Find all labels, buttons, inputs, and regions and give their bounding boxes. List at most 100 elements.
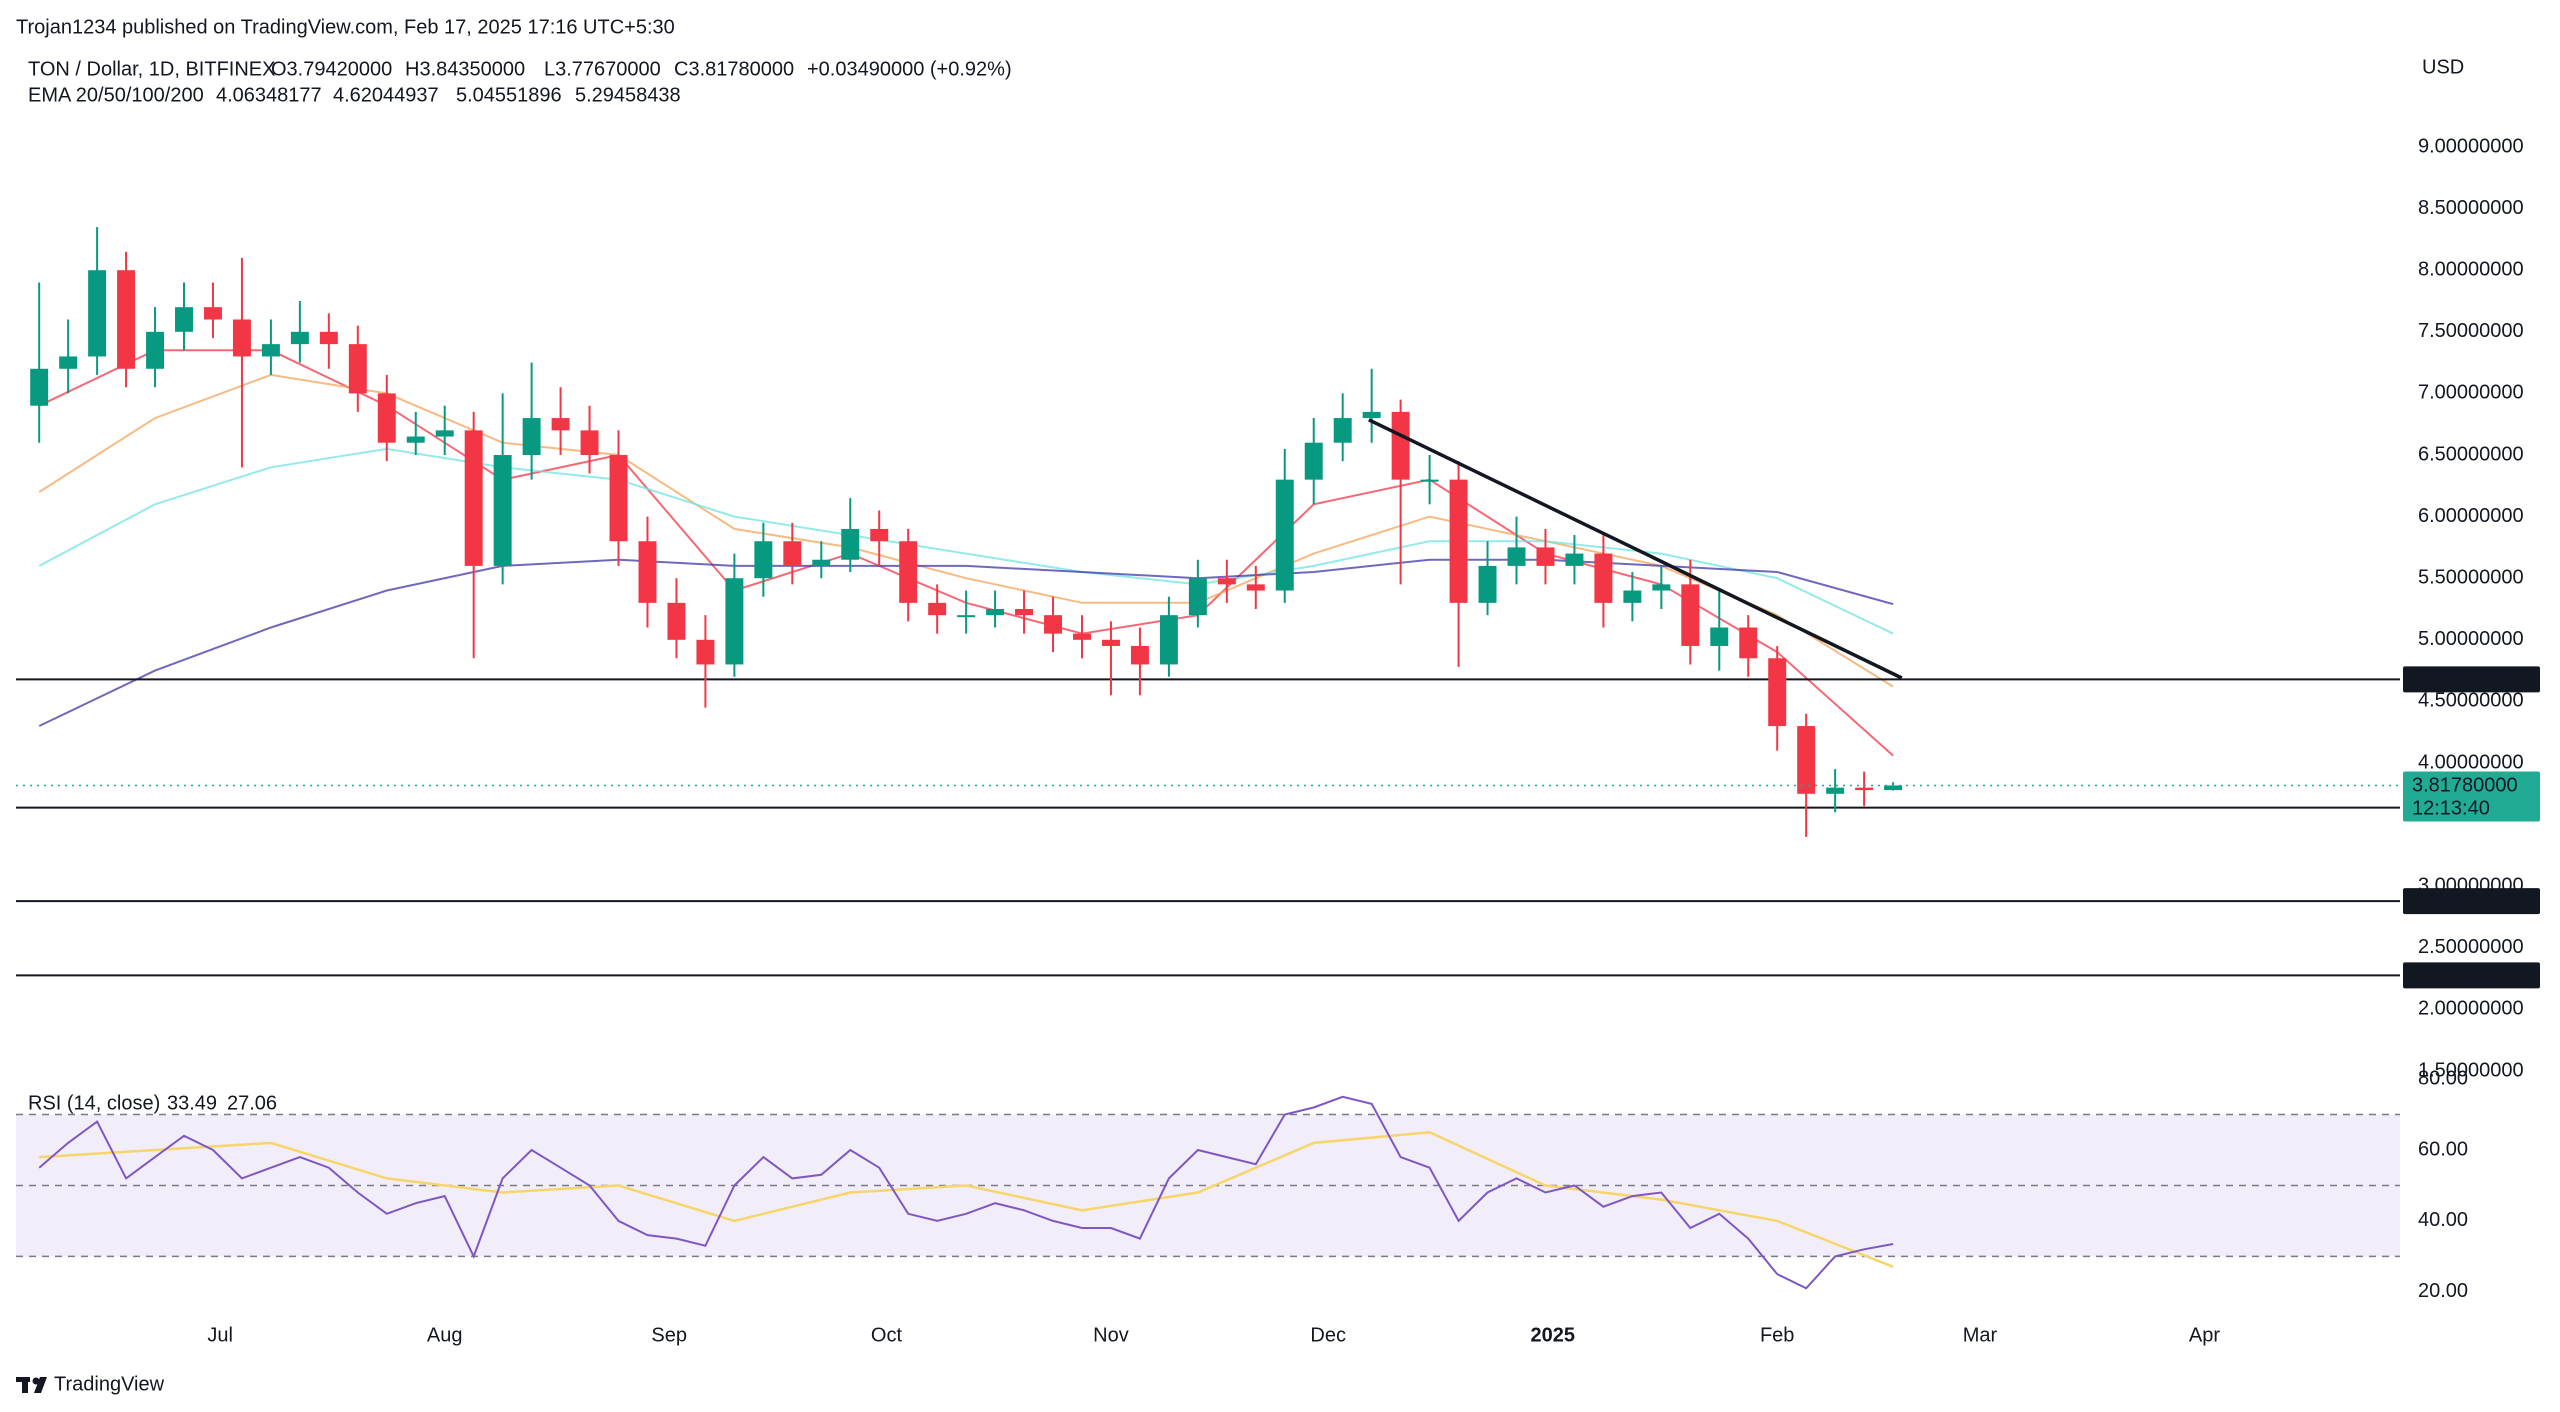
logo-part	[34, 1377, 47, 1393]
publisher: Trojan1234 published on TradingView.com,…	[16, 16, 675, 38]
level-label: 2.87837232	[2412, 890, 2518, 912]
candle-body	[1420, 479, 1439, 482]
rsi-tick-label: 80.00	[2418, 1067, 2468, 1089]
y-tick-label: 1.50000000	[2418, 1059, 2524, 1081]
trend-line	[1368, 418, 1903, 680]
candle-body	[1884, 785, 1903, 791]
rsi-tick-label: 60.00	[2418, 1138, 2468, 1160]
y-tick-label: 7.50000000	[2418, 320, 2524, 342]
y-tick-label: 2.50000000	[2418, 936, 2524, 958]
current-price-label: 3.81780000	[2412, 775, 2518, 797]
candle-body	[319, 331, 338, 345]
candle-body	[1826, 787, 1845, 794]
x-tick-label: Jul	[207, 1324, 233, 1346]
countdown: 12:13:40	[2412, 798, 2490, 820]
ema-value: 5.29458438	[575, 84, 681, 106]
brand-logo	[16, 1377, 47, 1393]
current-price-box	[2403, 771, 2540, 822]
candle-body	[146, 331, 165, 369]
candle-body	[725, 578, 744, 665]
rsi-tick-label: 40.00	[2418, 1209, 2468, 1231]
candle-body	[117, 270, 136, 369]
ema-value: 4.06348177	[216, 84, 322, 106]
candle-body	[1333, 418, 1352, 443]
x-tick-label: Nov	[1093, 1324, 1129, 1346]
candle-body	[1768, 658, 1787, 727]
candle-body	[1015, 609, 1034, 616]
candle-body	[1797, 726, 1816, 794]
candle-body	[175, 307, 193, 332]
ema-value: 4.62044937	[333, 84, 439, 106]
currency: USD	[2422, 56, 2464, 78]
candle-body	[1217, 578, 1236, 585]
rsi-line	[38, 1095, 1894, 1290]
candle-body	[1275, 479, 1294, 591]
y-tick-label: 4.00000000	[2418, 751, 2524, 773]
candle-body	[1130, 645, 1149, 665]
candle-body	[1449, 479, 1468, 603]
candle-body	[522, 418, 541, 456]
logo-part	[22, 1377, 28, 1393]
candle-body	[1159, 615, 1178, 665]
x-tick-label: Oct	[871, 1324, 903, 1346]
rsi-title: RSI (14, close)	[28, 1092, 160, 1114]
x-tick-label: Feb	[1760, 1324, 1794, 1346]
candle-body	[1304, 442, 1323, 480]
candle-body	[870, 528, 889, 542]
candle-body	[667, 602, 686, 640]
candle-body	[783, 541, 802, 566]
candle-body	[1652, 584, 1671, 591]
level-label-box	[2403, 962, 2540, 989]
candle-body	[928, 602, 947, 616]
y-tick-label: 7.00000000	[2418, 382, 2524, 404]
candle-body	[1710, 627, 1729, 646]
candle-body	[261, 344, 280, 357]
rsi-value: 33.49	[167, 1092, 217, 1114]
x-tick-label: Dec	[1310, 1324, 1346, 1346]
x-tick-label: Sep	[651, 1324, 687, 1346]
candle-body	[812, 559, 831, 566]
candle-body	[1073, 633, 1091, 640]
y-tick-label: 5.00000000	[2418, 628, 2524, 650]
candle-body	[493, 455, 512, 566]
rsi-band	[16, 1114, 2400, 1257]
level-label-box	[2403, 666, 2540, 693]
ohlc-low: L3.77670000	[544, 58, 661, 80]
candle-body	[638, 541, 657, 603]
logo-part	[32, 1377, 40, 1385]
candle-body	[1855, 787, 1874, 791]
candle-body	[406, 436, 425, 443]
y-tick-label: 6.50000000	[2418, 443, 2524, 465]
level-label: 2.27660950	[2412, 965, 2518, 987]
ema-label: EMA 20/50/100/200	[28, 84, 204, 106]
rsi-tick-label: 20.00	[2418, 1280, 2468, 1302]
x-tick-label: Mar	[1963, 1324, 1998, 1346]
candle-body	[551, 418, 570, 431]
rsi-ma-value: 27.06	[227, 1092, 277, 1114]
x-tick-label: 2025	[1530, 1324, 1575, 1346]
candle-body	[841, 528, 860, 560]
candle-body	[1739, 627, 1758, 659]
candle-body	[30, 368, 49, 406]
x-tick-label: Aug	[427, 1324, 463, 1346]
candle-body	[1478, 565, 1497, 603]
candle-body	[696, 639, 715, 665]
y-tick-label: 8.50000000	[2418, 197, 2524, 219]
y-tick-label: 9.00000000	[2418, 135, 2524, 157]
level-label: 4.67848948	[2412, 669, 2518, 691]
candle-body	[1362, 411, 1381, 419]
candle-body	[1565, 553, 1584, 566]
brand: TradingView	[54, 1373, 165, 1395]
candle-body	[1594, 553, 1613, 603]
candle-body	[203, 307, 222, 320]
candle-body	[1507, 547, 1526, 566]
candle-body	[580, 430, 599, 456]
candle-body	[59, 356, 78, 369]
ema-line	[38, 373, 1894, 688]
candle-body	[464, 430, 483, 566]
ohlc-close: C3.81780000	[674, 58, 794, 80]
y-tick-label: 4.50000000	[2418, 690, 2524, 712]
y-tick-label: 2.00000000	[2418, 998, 2524, 1020]
candle-body	[232, 319, 251, 357]
ohlc-open: O3.79420000	[271, 58, 392, 80]
